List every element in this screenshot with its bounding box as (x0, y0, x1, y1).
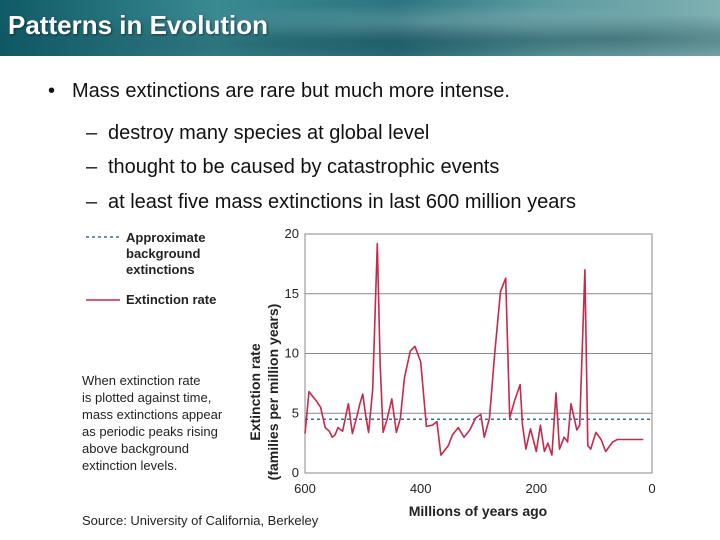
sub-bullet-text: thought to be caused by catastrophic eve… (108, 156, 500, 178)
x-axis-label: Millions of years ago (409, 503, 547, 519)
plot-area: 0 5 10 15 20 600 400 200 0 (285, 226, 656, 496)
x-tick-label: 400 (410, 481, 432, 496)
dash: – (86, 191, 98, 213)
y-tick-label: 20 (285, 226, 299, 241)
sub-bullet: – at least five mass extinctions in last … (86, 191, 576, 214)
y-tick-label: 10 (285, 346, 299, 361)
legend-rate-label: Extinction rate (126, 292, 216, 307)
x-tick-label: 200 (525, 481, 547, 496)
legend-background-label: background (126, 246, 200, 261)
legend-background-label: extinctions (126, 262, 195, 277)
y-tick-label: 0 (292, 465, 299, 480)
main-bullet: • Mass extinctions are rare but much more… (48, 80, 510, 103)
fossil-texture (0, 0, 720, 56)
bullet-dot: • (48, 80, 56, 102)
sub-bullet: – thought to be caused by catastrophic ev… (86, 156, 499, 179)
y-axis-label: Extinction rate (247, 343, 263, 440)
x-tick-label: 600 (294, 481, 316, 496)
page-title: Patterns in Evolution (8, 10, 269, 40)
sub-bullet-text: at least five mass extinctions in last 6… (108, 191, 576, 213)
note-line: above background (82, 441, 189, 456)
header-banner: Patterns in Evolution (0, 0, 720, 56)
sub-bullet: – destroy many species at global level (86, 122, 429, 145)
note-line: is plotted against time, (82, 390, 211, 405)
y-tick-label: 15 (285, 286, 299, 301)
legend-background-label: Approximate (126, 230, 205, 245)
y-axis-title: Extinction rate (families per million ye… (247, 304, 281, 481)
main-bullet-text: Mass extinctions are rare but much more … (72, 80, 510, 102)
x-tick-label: 0 (648, 481, 655, 496)
note-line: extinction levels. (82, 458, 177, 473)
y-tick-label: 5 (292, 405, 299, 420)
extinction-chart: Approximate background extinctions Extin… (82, 226, 656, 528)
sub-bullet-text: destroy many species at global level (108, 122, 430, 144)
y-axis-label: (families per million years) (265, 304, 281, 481)
note-line: as periodic peaks rising (82, 424, 218, 439)
dash: – (86, 156, 98, 178)
dash: – (86, 122, 98, 144)
note-line: mass extinctions appear (82, 407, 223, 422)
note-line: When extinction rate (82, 373, 201, 388)
source-note: Source: University of California, Berkel… (82, 513, 319, 528)
extinction-rate-line (304, 242, 644, 456)
